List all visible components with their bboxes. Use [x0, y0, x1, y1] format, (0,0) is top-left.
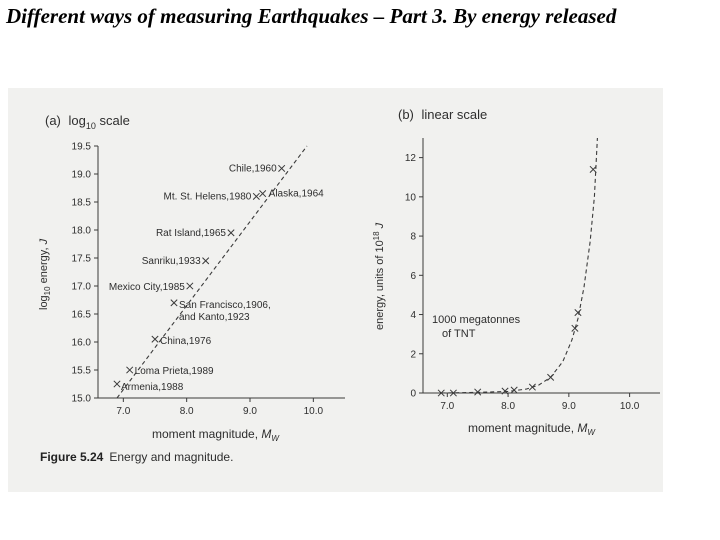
y-tick-label: 15.0: [72, 394, 92, 405]
data-point-label: Rat Island,1965: [156, 228, 226, 239]
panel-b-plot: 0 2 4 6 8 10 12 7.0 8.0 9.0 10.0: [405, 137, 660, 412]
data-point-marker: [474, 388, 482, 396]
data-point-label: China,1976: [160, 336, 212, 347]
data-point-label: Loma Prieta,1989: [135, 366, 214, 377]
data-point-marker: [574, 309, 582, 317]
data-point-marker: [259, 190, 267, 198]
y-tick-label: 19.5: [72, 142, 92, 153]
x-tick-label: 9.0: [562, 401, 576, 412]
slide-title: Different ways of measuring Earthquakes …: [6, 4, 617, 28]
data-point-label: Armenia,1988: [121, 382, 184, 393]
data-point-label: Mexico City,1985: [109, 282, 185, 293]
data-point-marker: [510, 386, 518, 394]
y-tick-label: 18.0: [72, 226, 92, 237]
panel-a-label: (a): [45, 113, 61, 128]
panel-b-dashed-trend: [441, 137, 598, 394]
panel-b-title: (b) linear scale: [398, 107, 487, 122]
panel-b-xlabel: moment magnitude, MW: [468, 421, 596, 437]
data-point-label: Mt. St. Helens,1980: [164, 191, 252, 202]
y-tick-label: 16.5: [72, 310, 92, 321]
y-tick-label: 0: [410, 389, 416, 400]
data-point-marker: [126, 366, 134, 374]
data-point-marker: [528, 383, 536, 391]
data-point-marker: [449, 389, 457, 397]
data-point-marker: [227, 229, 235, 237]
data-point-marker: [437, 389, 445, 397]
tnt-annotation-line-1: 1000 megatonnes: [432, 314, 521, 326]
x-tick-label: 9.0: [243, 406, 257, 417]
y-tick-label: 2: [410, 349, 416, 360]
panel-a-dashed-trend: [116, 145, 308, 399]
x-tick-label: 10.0: [304, 406, 324, 417]
data-point-label: Chile,1960: [229, 163, 277, 174]
data-point-label-line-2: and Kanto,1923: [179, 312, 250, 323]
data-point-marker: [278, 164, 286, 172]
data-point-label: Sanriku,1933: [142, 256, 201, 267]
x-tick-label: 8.0: [180, 406, 194, 417]
figure-caption-label: Figure 5.24: [40, 450, 104, 464]
panel-a-ylabel: log10 energy, J: [38, 238, 52, 310]
y-tick-label: 10: [405, 192, 417, 203]
y-tick-label: 16.0: [72, 338, 92, 349]
data-point-marker: [252, 192, 260, 200]
x-tick-label: 7.0: [116, 406, 130, 417]
figure-caption: Figure 5.24 Energy and magnitude.: [40, 450, 233, 464]
data-point-marker: [186, 282, 194, 290]
x-tick-label: 7.0: [440, 401, 454, 412]
y-tick-label: 19.0: [72, 170, 92, 181]
panel-b-label: (b): [398, 107, 414, 122]
x-tick-label: 10.0: [620, 401, 640, 412]
figure-caption-text: Energy and magnitude.: [109, 450, 233, 464]
panel-b-ylabel: energy, units of 1018 J: [372, 222, 386, 330]
data-point-marker: [113, 380, 121, 388]
data-point-marker: [547, 373, 555, 381]
panel-a-plot: 15.0 15.5 16.0 16.5 17.0 17.5 18.0 18.5 19.0 19.5…: [72, 142, 345, 417]
y-tick-label: 4: [410, 310, 416, 321]
data-point-marker: [571, 324, 579, 332]
y-tick-label: 8: [410, 232, 416, 243]
panel-a-xlabel: moment magnitude, MW: [152, 427, 280, 443]
y-tick-label: 6: [410, 271, 416, 282]
y-tick-label: 12: [405, 153, 417, 164]
y-tick-label: 18.5: [72, 198, 92, 209]
tnt-annotation-line-2: of TNT: [442, 328, 476, 340]
data-point-marker: [202, 257, 210, 265]
scanned-figure-background: [8, 88, 663, 492]
data-point-marker: [589, 165, 597, 173]
x-tick-label: 8.0: [501, 401, 515, 412]
data-point-marker: [151, 335, 159, 343]
data-point-label: San Francisco,1906,: [179, 300, 271, 311]
y-tick-label: 17.0: [72, 282, 92, 293]
data-point-label: Alaska,1964: [269, 189, 324, 200]
y-tick-label: 15.5: [72, 366, 92, 377]
y-tick-label: 17.5: [72, 254, 92, 265]
data-point-marker: [501, 387, 509, 395]
data-point-marker: [170, 299, 178, 307]
panel-a-title: (a) log10 scale: [45, 113, 130, 131]
